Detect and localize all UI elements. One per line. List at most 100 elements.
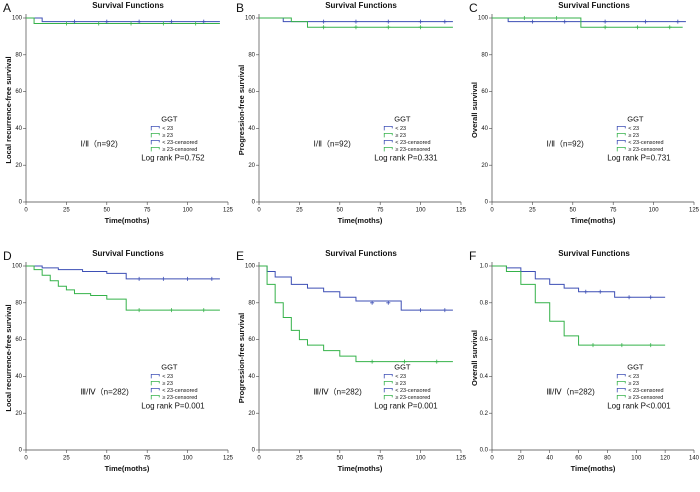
y-tick-label: 100	[245, 16, 256, 22]
x-tick-label: 0	[490, 208, 494, 214]
survival-line	[259, 17, 453, 28]
censor-mark	[619, 343, 624, 348]
y-tick-label: 40	[248, 126, 255, 132]
annotation: Ⅲ/Ⅳ（n=282)	[81, 388, 130, 397]
censor-mark	[522, 16, 527, 20]
censor-mark	[137, 276, 142, 281]
legend-swatch	[616, 395, 626, 400]
y-tick-label: 0.8	[480, 300, 489, 306]
censor-mark	[201, 19, 206, 24]
y-tick-label: 20	[481, 163, 488, 169]
censor-mark	[386, 19, 391, 24]
x-tick-label: 0	[490, 456, 494, 462]
censor-mark	[169, 308, 174, 313]
y-axis-label: Overall survival	[470, 82, 479, 138]
annotation: Log rank P=0.001	[141, 402, 205, 411]
x-tick-label: 40	[546, 456, 553, 462]
survival-line	[259, 265, 453, 311]
legend-swatch	[150, 374, 160, 379]
panel: B Survival Functions 0 20 40 60 80 100 0 25 50 75 10…	[236, 1, 467, 225]
x-tick-label: 75	[144, 456, 151, 462]
x-tick-label: 25	[296, 208, 303, 214]
y-tick-label: 80	[15, 52, 22, 58]
x-tick-label: 140	[689, 456, 700, 462]
legend-label: < 23	[162, 126, 173, 132]
legend-swatch	[383, 126, 393, 131]
legend-swatch	[150, 133, 160, 138]
y-tick-label: 100	[245, 264, 256, 270]
censor-mark	[64, 21, 69, 26]
x-tick-label: 25	[529, 208, 536, 214]
censor-mark	[418, 25, 423, 30]
y-tick-label: 60	[248, 337, 255, 343]
y-tick-label: 0	[252, 448, 256, 454]
x-tick-label: 60	[575, 456, 582, 462]
x-tick-label: 0	[24, 456, 28, 462]
x-tick-label: 25	[63, 456, 70, 462]
x-tick-label: 20	[518, 456, 525, 462]
x-tick-label: 125	[689, 208, 700, 214]
survival-line	[492, 265, 666, 346]
panel-label: C	[469, 1, 478, 15]
panel: C Survival Functions 0 20 40 60 80 100 0 25 50 75 10…	[469, 1, 700, 225]
x-tick-label: 125	[456, 456, 467, 462]
legend-swatch	[150, 381, 160, 386]
censor-mark	[643, 19, 648, 24]
x-axis-label: Time(moths)	[105, 464, 150, 473]
y-tick-label: 20	[248, 411, 255, 417]
legend-label: ≥ 23-censored	[162, 147, 197, 153]
y-tick-label: 40	[481, 126, 488, 132]
panel-label: E	[236, 249, 244, 263]
x-axis-label: Time(moths)	[571, 216, 616, 225]
x-tick-label: 100	[183, 456, 194, 462]
legend-label: ≥ 23	[395, 381, 406, 387]
x-axis-label: Time(moths)	[571, 464, 616, 473]
y-axis-label: Overall survival	[470, 330, 479, 386]
chart-title: Survival Functions	[558, 249, 630, 258]
x-tick-label: 100	[631, 456, 642, 462]
legend-label: ≥ 23	[162, 133, 173, 139]
censor-mark	[161, 21, 166, 26]
legend-title: GGT	[627, 362, 644, 371]
y-axis-label: Local recurrence-free survival	[4, 56, 13, 163]
x-tick-label: 80	[604, 456, 611, 462]
chart-title: Survival Functions	[92, 249, 164, 258]
legend-label: ≥ 23-censored	[628, 147, 663, 153]
chart-title: Survival Functions	[325, 249, 397, 258]
y-tick-label: 60	[15, 337, 22, 343]
censor-mark	[137, 308, 142, 313]
survival-line	[26, 17, 220, 23]
censor-mark	[353, 19, 358, 24]
chart-title: Survival Functions	[92, 1, 164, 10]
survival-line	[492, 17, 686, 23]
censor-mark	[562, 19, 567, 24]
annotation: Ⅰ/Ⅱ（n=92)	[314, 140, 352, 149]
legend-swatch	[150, 126, 160, 131]
y-tick-label: 0	[19, 448, 23, 454]
legend-swatch	[150, 140, 160, 145]
legend-swatch	[616, 133, 626, 138]
censor-mark	[591, 343, 595, 348]
censor-mark	[321, 25, 326, 30]
legend-label: ≥ 23-censored	[395, 147, 430, 153]
legend-label: ≥ 23-censored	[628, 395, 663, 401]
censor-mark	[603, 19, 608, 24]
legend-label: ≥ 23	[628, 381, 639, 387]
survival-line	[259, 265, 453, 363]
x-tick-label: 120	[660, 456, 671, 462]
annotation: Ⅲ/Ⅳ（n=282)	[314, 388, 363, 397]
legend-label: ≥ 23-censored	[162, 395, 197, 401]
y-tick-label: 20	[248, 163, 255, 169]
x-tick-label: 50	[336, 208, 343, 214]
x-axis-label: Time(moths)	[105, 216, 150, 225]
censor-mark	[648, 295, 653, 300]
legend-label: < 23-censored	[395, 140, 430, 146]
chart-title: Survival Functions	[325, 1, 397, 10]
annotation: Ⅰ/Ⅱ（n=92)	[81, 140, 119, 149]
x-tick-label: 75	[377, 208, 384, 214]
panel-label: F	[469, 249, 476, 263]
y-tick-label: 80	[248, 300, 255, 306]
censor-mark	[386, 300, 391, 305]
annotation: Log rank P=0.731	[607, 154, 671, 163]
legend-swatch	[383, 374, 393, 379]
